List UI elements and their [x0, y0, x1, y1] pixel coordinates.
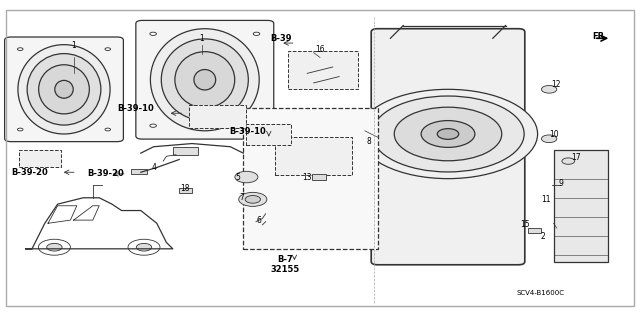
Circle shape	[253, 32, 260, 35]
Circle shape	[38, 239, 70, 255]
Circle shape	[47, 243, 62, 251]
Bar	[528, 228, 541, 233]
Text: 9: 9	[559, 179, 564, 188]
Text: SCV4-B1600C: SCV4-B1600C	[517, 290, 564, 296]
Circle shape	[245, 196, 260, 203]
Circle shape	[253, 124, 260, 127]
Circle shape	[394, 107, 502, 161]
Ellipse shape	[175, 52, 235, 108]
Bar	[554, 150, 608, 262]
Text: B-39-20: B-39-20	[87, 169, 124, 178]
Text: B-39-20: B-39-20	[12, 168, 48, 177]
Circle shape	[437, 129, 459, 139]
Text: 16: 16	[316, 45, 325, 54]
FancyBboxPatch shape	[19, 150, 61, 167]
Bar	[312, 174, 326, 180]
Text: 18: 18	[180, 184, 190, 193]
Circle shape	[372, 96, 524, 172]
Ellipse shape	[18, 45, 110, 134]
Circle shape	[541, 85, 557, 93]
Bar	[179, 188, 192, 193]
Circle shape	[105, 128, 111, 131]
Circle shape	[17, 48, 23, 50]
Circle shape	[105, 48, 111, 50]
Text: B-39-10: B-39-10	[229, 127, 266, 136]
Text: FR.: FR.	[592, 32, 607, 41]
Text: 12: 12	[552, 80, 561, 89]
FancyBboxPatch shape	[4, 37, 124, 142]
Text: B-39-10: B-39-10	[117, 104, 154, 113]
Circle shape	[136, 243, 152, 251]
FancyBboxPatch shape	[189, 105, 246, 128]
Circle shape	[17, 128, 23, 131]
Text: 6: 6	[256, 216, 261, 225]
FancyBboxPatch shape	[275, 137, 352, 175]
Text: 32155: 32155	[270, 265, 300, 274]
Ellipse shape	[27, 54, 101, 125]
Text: 4: 4	[152, 163, 157, 172]
Circle shape	[235, 171, 258, 183]
Text: 2: 2	[541, 232, 545, 241]
Circle shape	[150, 32, 156, 35]
Text: 13: 13	[302, 173, 312, 182]
Circle shape	[128, 239, 160, 255]
Text: 8: 8	[366, 137, 371, 146]
FancyBboxPatch shape	[246, 124, 291, 145]
Ellipse shape	[55, 80, 73, 98]
Text: 15: 15	[520, 220, 530, 229]
Text: 5: 5	[235, 173, 240, 182]
FancyBboxPatch shape	[371, 29, 525, 265]
Text: 7: 7	[239, 193, 244, 202]
Ellipse shape	[161, 39, 248, 121]
Ellipse shape	[38, 65, 90, 114]
FancyBboxPatch shape	[288, 51, 358, 89]
Ellipse shape	[194, 70, 216, 90]
Text: 11: 11	[541, 195, 550, 204]
Text: 1: 1	[71, 41, 76, 50]
FancyBboxPatch shape	[243, 108, 378, 249]
Ellipse shape	[150, 29, 259, 131]
Text: 10: 10	[549, 130, 559, 139]
Circle shape	[150, 124, 156, 127]
Text: 1: 1	[199, 34, 204, 43]
Circle shape	[562, 158, 575, 164]
Text: 17: 17	[571, 153, 580, 162]
Circle shape	[239, 192, 267, 206]
Bar	[131, 169, 147, 174]
FancyBboxPatch shape	[136, 20, 274, 139]
FancyBboxPatch shape	[173, 147, 198, 155]
Circle shape	[358, 89, 538, 179]
Text: B-7: B-7	[277, 256, 292, 264]
Circle shape	[541, 135, 557, 143]
Circle shape	[421, 121, 475, 147]
Text: B-39: B-39	[270, 34, 292, 43]
